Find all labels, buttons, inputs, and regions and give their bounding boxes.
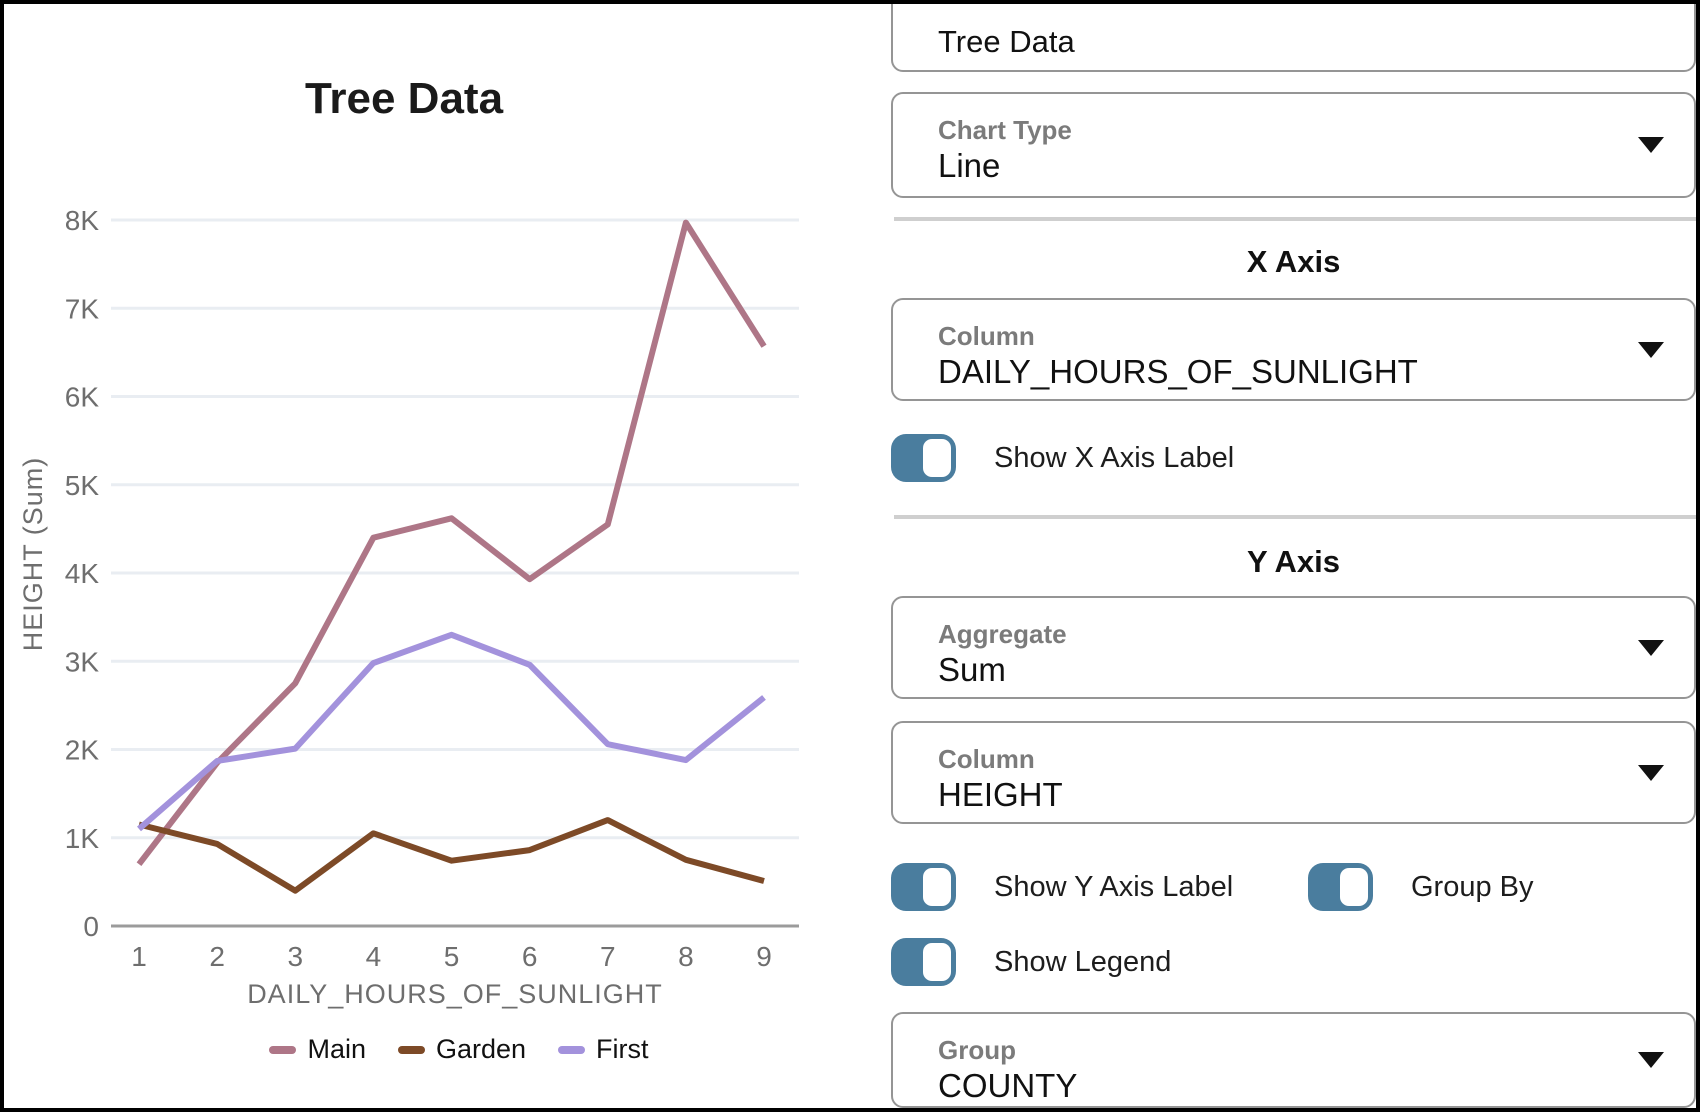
series-line-main [136,219,767,867]
group-select[interactable]: Group COUNTY [891,1012,1696,1108]
y-axis-column-select[interactable]: Column HEIGHT [891,721,1696,824]
show-y-axis-label-toggle[interactable] [891,863,956,911]
y-tick-label: 7K [65,293,100,324]
x-axis-section-heading: X Axis [1246,244,1341,279]
legend-item-main[interactable]: Main [269,1034,366,1065]
y-axis-column-select-value: HEIGHT [938,776,1063,813]
group-select-value: COUNTY [938,1067,1078,1104]
y-axis-aggregate-select-value: Sum [938,651,1006,688]
y-tick-label: 2K [65,735,100,766]
config-panel: Tree Data Chart Type Line X Axis Column … [854,4,1696,1108]
series-line-garden [138,817,765,894]
group-select-label: Group [938,1035,1016,1065]
y-axis-column-select-label: Column [938,744,1035,774]
legend-label: First [596,1034,649,1064]
show-legend-text: Show Legend [994,945,1172,978]
legend-label: Garden [435,1034,527,1064]
chevron-down-icon [1638,341,1664,358]
show-x-axis-label-text: Show X Axis Label [994,441,1235,474]
toggle-knob [923,943,951,981]
y-tick-label: 6K [65,382,100,413]
chevron-down-icon [1638,1052,1664,1068]
x-tick-label: 2 [209,941,225,972]
show-y-axis-label-text: Show Y Axis Label [994,870,1234,903]
x-axis-column-select-value: DAILY_HOURS_OF_SUNLIGHT [938,353,1418,390]
chart-title-input-value: Tree Data [938,24,1075,59]
legend-item-first[interactable]: First [558,1034,649,1065]
y-tick-label: 8K [65,205,100,236]
group-by-toggle[interactable] [1308,863,1373,911]
chevron-down-icon [1638,137,1664,153]
x-tick-label: 7 [600,941,616,972]
toggle-knob [923,439,951,477]
legend-item-garden[interactable]: Garden [397,1034,527,1065]
x-axis-column-select-label: Column [938,321,1035,351]
x-tick-label: 9 [756,941,772,972]
chart-type-select[interactable]: Chart Type Line [891,92,1696,198]
chart-type-select-label: Chart Type [938,115,1072,145]
chevron-down-icon [1638,639,1664,656]
x-tick-label: 1 [131,941,147,972]
y-tick-label: 1K [65,823,100,854]
toggle-knob [1340,868,1368,906]
x-tick-label: 5 [444,941,460,972]
x-axis-column-select[interactable]: Column DAILY_HOURS_OF_SUNLIGHT [891,298,1696,401]
x-tick-label: 3 [287,941,303,972]
chevron-down-icon [1638,764,1664,781]
x-tick-label: 6 [522,941,538,972]
chart-pane: 0 1K 2K 3K 4K 5K 6K 7K 8K 1 2 3 4 5 6 7 8 9 Tree Data HEIGH… [4,4,854,1108]
y-tick-label: 0 [83,911,99,942]
y-tick-label: 5K [65,470,100,501]
show-x-axis-label-toggle[interactable] [891,434,956,482]
chart-title: Tree Data [305,74,504,123]
section-divider [894,217,1696,221]
y-axis-aggregate-select[interactable]: Aggregate Sum [891,596,1696,699]
toggle-knob [923,868,951,906]
x-tick-label: 4 [366,941,382,972]
chart-type-select-value: Line [938,147,1001,184]
y-tick-label: 3K [65,646,100,677]
series-line-first [137,631,766,832]
y-axis-section-heading: Y Axis [1246,544,1341,579]
legend-swatch-icon [269,1045,297,1054]
chart-legend: Main Garden First [64,1034,854,1065]
group-by-text: Group By [1411,870,1534,903]
chart-title-input[interactable]: Tree Data [891,4,1696,72]
x-axis-title: DAILY_HOURS_OF_SUNLIGHT [247,979,663,1009]
y-axis-title: HEIGHT (Sum) [18,457,48,652]
y-axis-aggregate-select-label: Aggregate [938,619,1067,649]
x-tick-label: 8 [678,941,694,972]
legend-label: Main [307,1034,366,1064]
show-legend-toggle[interactable] [891,938,956,986]
section-divider [894,515,1696,519]
legend-swatch-icon [397,1045,425,1054]
y-tick-label: 4K [65,558,100,589]
line-chart: 0 1K 2K 3K 4K 5K 6K 7K 8K 1 2 3 4 5 6 7 8 9 Tree Data HEIGH… [18,74,799,1009]
legend-swatch-icon [558,1045,586,1054]
